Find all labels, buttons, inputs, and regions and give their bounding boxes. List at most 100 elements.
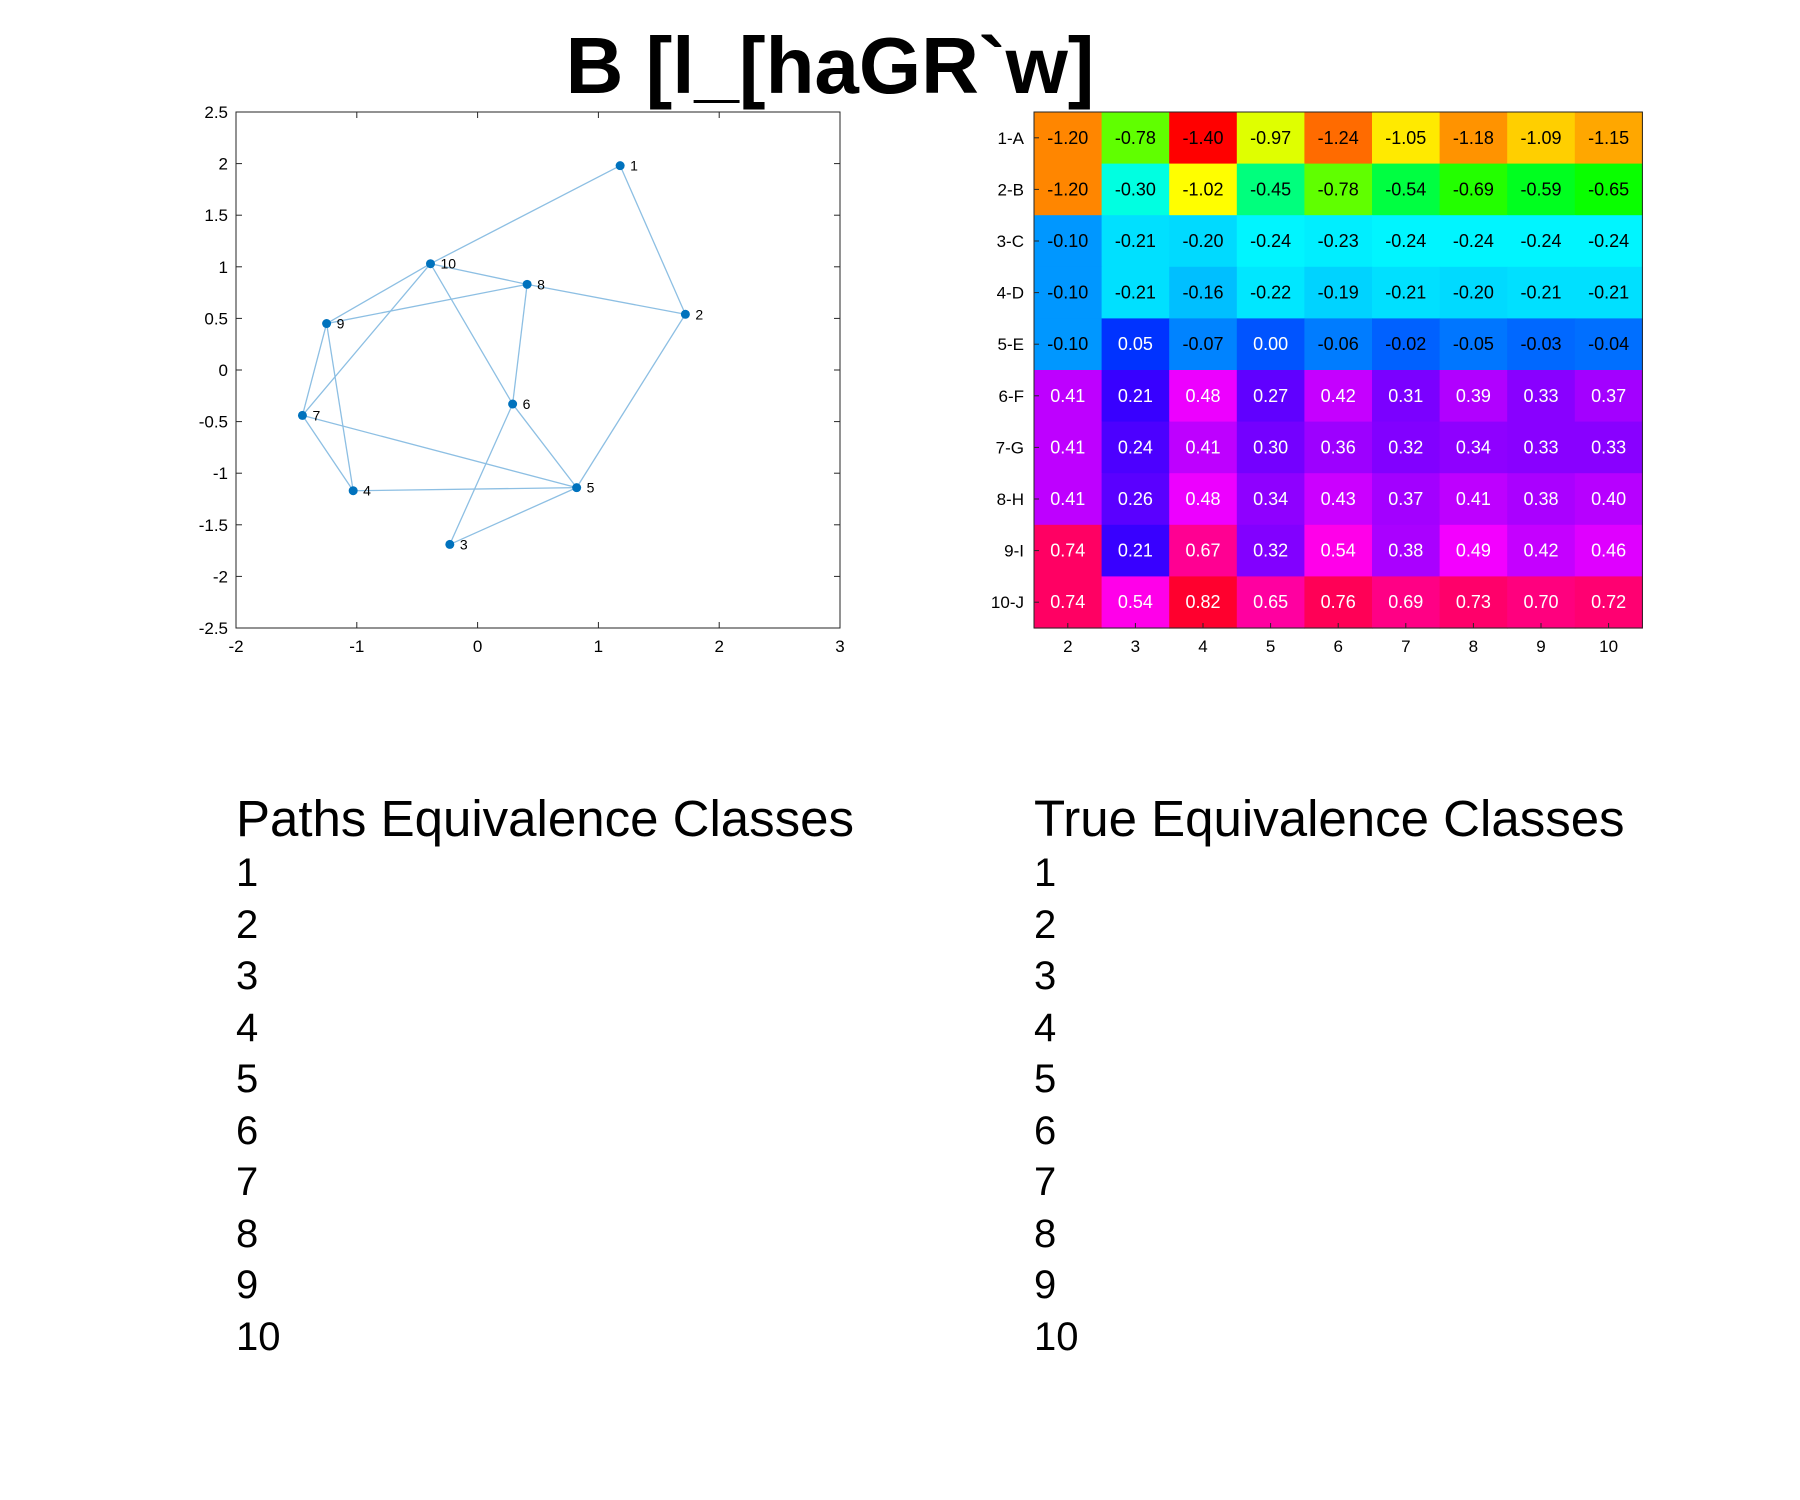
cell-value-label: 0.72 [1591, 592, 1626, 612]
cell-value-label: 0.42 [1523, 541, 1558, 561]
graph-node [572, 483, 582, 493]
cell-value-label: 0.32 [1253, 541, 1288, 561]
list-heading: True Equivalence Classes [1034, 790, 1625, 847]
cell-value-label: 0.21 [1118, 541, 1153, 561]
cell-value-label: 0.24 [1118, 437, 1153, 457]
column-label: 8 [1469, 637, 1478, 656]
heatmap-cell [1574, 163, 1643, 216]
cell-value-label: -0.22 [1250, 283, 1291, 303]
heatmap-cell [1169, 370, 1238, 423]
heatmap-cell [1574, 266, 1643, 319]
graph-edge [429, 263, 514, 405]
column-label: 3 [1131, 637, 1140, 656]
heatmap-cell [1304, 318, 1373, 371]
list-item: 7 [236, 1160, 259, 1204]
node-label: 10 [440, 256, 456, 272]
cell-value-label: -0.03 [1520, 334, 1561, 354]
list-item: 6 [1034, 1108, 1057, 1153]
heatmap-cell [1574, 318, 1643, 371]
graph-edge [302, 414, 577, 489]
heatmap-cell [1372, 112, 1441, 165]
cell-value-label: 0.21 [1118, 386, 1153, 406]
cell-value-label: -0.10 [1047, 283, 1088, 303]
cell-value-label: 0.41 [1050, 437, 1085, 457]
column-label: 7 [1401, 637, 1410, 656]
cell-value-label: -0.24 [1250, 231, 1291, 251]
cell-value-label: -0.23 [1318, 231, 1359, 251]
heatmap-cell [1034, 163, 1103, 216]
cell-value-label: 0.65 [1253, 592, 1288, 612]
heatmap-cell [1304, 370, 1373, 423]
graph-edge [326, 263, 431, 325]
graph-node [425, 259, 435, 269]
heatmap-cell [1304, 112, 1373, 165]
heatmap-cell [1439, 215, 1508, 268]
heatmap-cell [1101, 112, 1170, 165]
cell-value-label: -0.21 [1115, 231, 1156, 251]
cell-value-label: -0.02 [1385, 334, 1426, 354]
heatmap-cell [1507, 576, 1576, 629]
cell-value-label: -0.24 [1520, 231, 1561, 251]
graph-edge [326, 283, 528, 325]
heatmap-cell [1236, 318, 1305, 371]
graph-edge [430, 165, 621, 265]
cell-value-label: 0.05 [1118, 334, 1153, 354]
cell-value-label: 0.48 [1185, 489, 1220, 509]
heatmap-cell [1574, 215, 1643, 268]
heatmap-cell [1574, 576, 1643, 629]
heatmap-cell [1507, 215, 1576, 268]
cell-value-label: -0.97 [1250, 128, 1291, 148]
list-item: 8 [1034, 1211, 1057, 1256]
cell-value-label: 0.54 [1321, 541, 1356, 561]
row-label: 10-J [991, 593, 1024, 612]
heatmap-cell [1507, 318, 1576, 371]
heatmap-cell [1304, 524, 1373, 577]
cell-value-label: -0.19 [1318, 283, 1359, 303]
heatmap-cell [1574, 473, 1643, 526]
list-item: 5 [236, 1057, 259, 1101]
heatmap-cell [1439, 421, 1508, 474]
figure-canvas: -2 -1 0 1 2 3-2.5-2-1.5-1-0.500.511.522.51234… [199, 103, 1643, 656]
heatmap-cell [1169, 112, 1238, 165]
cell-value-label: 0.74 [1050, 541, 1085, 561]
row-label: 2-B [998, 180, 1024, 199]
graph-node [615, 161, 625, 171]
heatmap-cell [1034, 370, 1103, 423]
column-label: 9 [1536, 637, 1545, 656]
cell-value-label: 0.54 [1118, 592, 1153, 612]
cell-value-label: -0.21 [1588, 283, 1629, 303]
cell-value-label: -1.40 [1182, 128, 1223, 148]
heatmap-cell [1372, 473, 1441, 526]
cell-value-label: -0.21 [1115, 283, 1156, 303]
cell-value-label: 0.33 [1591, 437, 1626, 457]
heatmap-cell [1034, 421, 1103, 474]
graph-edge [527, 283, 686, 315]
list-item: 2 [1034, 902, 1057, 947]
cell-value-label: -0.10 [1047, 334, 1088, 354]
cell-value-label: 0.00 [1253, 334, 1288, 354]
cell-value-label: 0.73 [1456, 592, 1491, 612]
x-tick-label: 2 [714, 637, 723, 656]
row-label: 8-H [997, 490, 1024, 509]
cell-value-label: 0.34 [1456, 437, 1491, 457]
row-label: 1-A [998, 129, 1025, 148]
y-tick-label: -1 [213, 464, 228, 483]
cell-value-label: 0.27 [1253, 386, 1288, 406]
cell-value-label: 0.42 [1321, 386, 1356, 406]
heatmap-cell [1034, 473, 1103, 526]
heatmap-cell [1236, 370, 1305, 423]
heatmap-cell [1236, 215, 1305, 268]
heatmap-cell [1236, 163, 1305, 216]
graph-node [297, 410, 307, 420]
cell-value-label: 0.38 [1523, 489, 1558, 509]
cell-value-label: 0.41 [1050, 489, 1085, 509]
heatmap-cell [1439, 112, 1508, 165]
heatmap-cell [1439, 473, 1508, 526]
heatmap-cell [1507, 370, 1576, 423]
cell-value-label: -0.10 [1047, 231, 1088, 251]
x-tick-label: 0 [473, 637, 482, 656]
node-label: 8 [537, 276, 545, 292]
cell-value-label: -0.65 [1588, 179, 1629, 199]
cell-value-label: 0.36 [1321, 437, 1356, 457]
cell-value-label: 0.38 [1388, 541, 1423, 561]
